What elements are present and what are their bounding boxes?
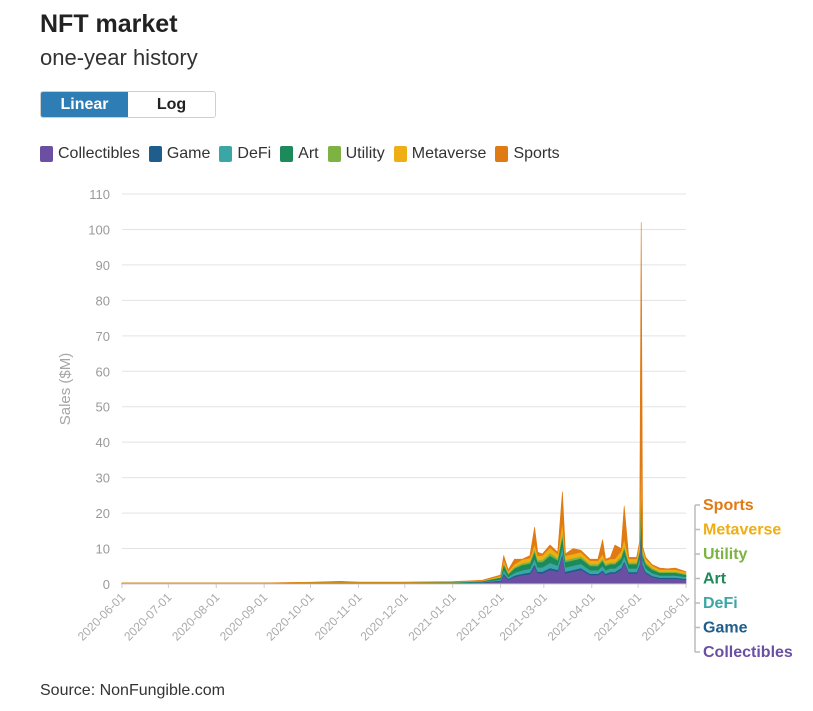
chart-title: NFT market — [40, 10, 178, 38]
y-tick-label: 20 — [96, 506, 110, 521]
y-tick-label: 10 — [96, 542, 110, 557]
x-tick-label: 2020-09-01 — [217, 590, 271, 644]
y-tick-label: 30 — [96, 471, 110, 486]
legend-label: Utility — [345, 145, 385, 162]
legend-item-collectibles[interactable]: Collectibles — [40, 145, 140, 163]
end-label-collectibles: Collectibles — [703, 644, 793, 661]
y-tick-label: 50 — [96, 400, 110, 415]
legend-label: Art — [298, 145, 319, 162]
log-scale-button[interactable]: Log — [128, 92, 215, 117]
linear-scale-button[interactable]: Linear — [41, 92, 128, 117]
y-tick-label: 90 — [96, 258, 110, 273]
y-tick-label: 100 — [88, 222, 110, 237]
end-label-defi: DeFi — [703, 595, 738, 612]
x-tick-label: 2021-01-01 — [405, 590, 459, 644]
x-tick-label: 2021-04-01 — [545, 590, 599, 644]
x-tick-label: 2020-06-01 — [75, 590, 129, 644]
legend-label: Sports — [513, 145, 560, 162]
legend-item-game[interactable]: Game — [148, 145, 211, 163]
legend-label: Game — [166, 145, 211, 162]
x-tick-label: 2021-03-01 — [497, 590, 551, 644]
y-tick-label: 110 — [89, 187, 110, 202]
end-label-metaverse: Metaverse — [703, 522, 781, 539]
x-tick-label: 2020-10-01 — [263, 590, 317, 644]
x-tick-label: 2021-05-01 — [591, 590, 645, 644]
end-label-game: Game — [703, 620, 748, 637]
legend-item-utility[interactable]: Utility — [327, 145, 385, 163]
legend-swatch — [40, 146, 53, 162]
y-tick-label: 70 — [96, 329, 110, 344]
y-tick-label: 80 — [96, 293, 110, 308]
x-tick-label: 2020-08-01 — [169, 590, 223, 644]
end-label-sports: Sports — [703, 497, 754, 514]
legend-item-sports[interactable]: Sports — [495, 145, 560, 163]
area-sports — [121, 222, 687, 584]
stacked-area-chart: 0 10 20 30 40 50 60 70 80 90 100 110 Sales ($M) 2020-… — [57, 187, 793, 661]
y-tick-label: 60 — [96, 364, 110, 379]
legend-swatch — [219, 146, 233, 162]
source-note: Source: NonFungible.com — [40, 682, 225, 699]
x-tick-label: 2020-12-01 — [358, 590, 412, 644]
y-axis-label: Sales ($M) — [57, 353, 74, 426]
y-tick-label: 0 — [103, 577, 110, 592]
legend-swatch — [280, 146, 294, 162]
legend-label: Collectibles — [58, 145, 140, 162]
x-tick-label: 2020-11-01 — [312, 590, 365, 643]
x-tick-label: 2021-06-01 — [639, 590, 693, 644]
legend-swatch — [148, 146, 162, 162]
chart-subtitle: one-year history — [40, 45, 198, 70]
legend-label: Metaverse — [411, 145, 487, 162]
legend-item-defi[interactable]: DeFi — [219, 145, 271, 163]
legend-item-art[interactable]: Art — [280, 145, 319, 163]
legend-swatch — [327, 146, 341, 162]
scale-toggle: Linear Log — [40, 91, 216, 118]
legend-item-metaverse[interactable]: Metaverse — [393, 145, 487, 163]
chart-legend: Collectibles Game DeFi Art Utility Metav… — [40, 145, 569, 163]
legend-swatch — [495, 146, 509, 162]
end-label-art: Art — [703, 571, 727, 588]
legend-swatch — [393, 146, 407, 162]
y-tick-label: 40 — [96, 435, 110, 450]
end-label-utility: Utility — [703, 546, 748, 563]
legend-label: DeFi — [237, 145, 272, 162]
x-tick-label: 2020-07-01 — [121, 590, 175, 644]
